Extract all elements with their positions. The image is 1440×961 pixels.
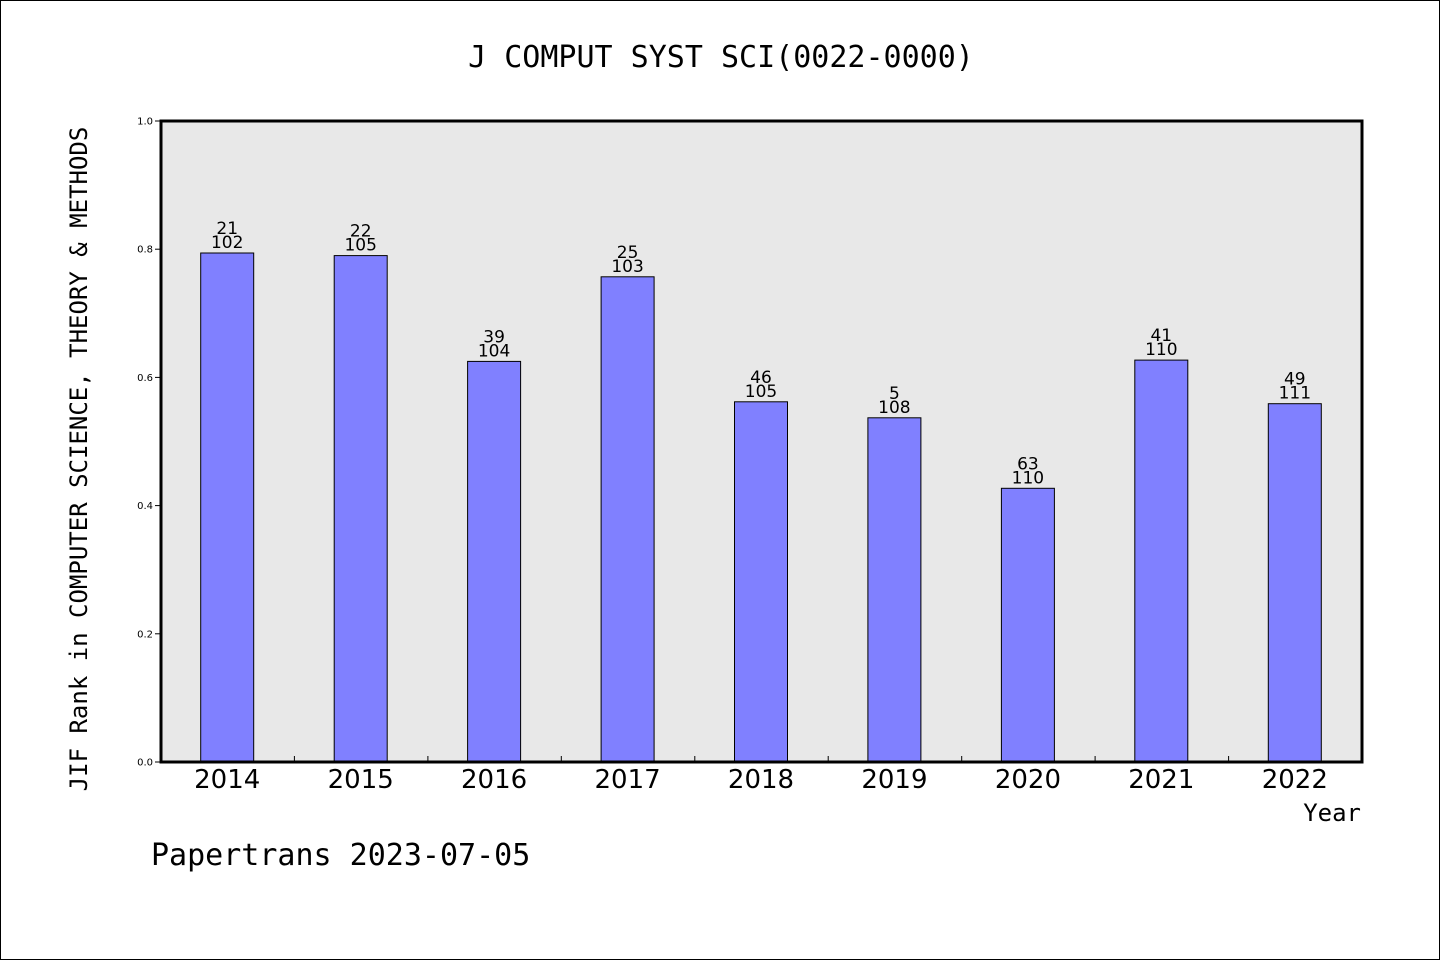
x-tick-label-2019: 2019 <box>861 765 927 795</box>
rank-label-2019: 5 <box>889 384 900 404</box>
bar-2022 <box>1267 403 1322 763</box>
y-tick-label-0.6: 0.6 <box>137 373 153 384</box>
total-label-2016: 104 <box>478 341 510 361</box>
y-tick-label-0.8: 0.8 <box>137 245 153 256</box>
total-label-2022: 111 <box>1279 384 1311 404</box>
y-tick-label-0.0: 0.0 <box>137 758 153 769</box>
x-tick-label-2020: 2020 <box>995 765 1061 795</box>
bar-2021 <box>1134 359 1189 763</box>
bar-2018 <box>734 401 788 763</box>
rank-label-2017: 25 <box>617 243 639 263</box>
total-label-2021: 110 <box>1145 340 1177 360</box>
y-tick-label-0.2: 0.2 <box>137 629 153 640</box>
rank-label-2016: 39 <box>483 327 505 347</box>
plot-border <box>159 119 1364 764</box>
x-axis: 2014 2015 2016 2017 2018 2019 2020 2021 2022 <box>194 756 1328 795</box>
footer-credit: Papertrans 2023-07-05 <box>151 838 530 873</box>
chart-title: J COMPUT SYST SCI(0022-0000) <box>468 40 974 75</box>
bar-2014 <box>200 252 255 763</box>
total-label-2018: 105 <box>745 382 777 402</box>
bar-2017 <box>600 276 655 763</box>
rank-label-2021: 41 <box>1150 326 1172 346</box>
rank-label-2015: 22 <box>350 222 372 242</box>
total-label-2014: 102 <box>211 233 243 253</box>
y-tick-label-1.0: 1.0 <box>137 117 153 128</box>
bars-layer <box>200 252 1322 763</box>
bar-2016 <box>467 360 522 763</box>
x-tick-label-2018: 2018 <box>728 765 794 795</box>
rank-label-2018: 46 <box>750 368 772 388</box>
x-tick-label-2014: 2014 <box>194 765 260 795</box>
bar-2019 <box>867 417 922 763</box>
x-tick-label-2017: 2017 <box>595 765 661 795</box>
bar-2015 <box>333 255 388 763</box>
rank-label-2022: 49 <box>1284 370 1306 390</box>
total-label-2019: 108 <box>878 398 910 418</box>
x-tick-label-2022: 2022 <box>1262 765 1328 795</box>
y-tick-label-0.4: 0.4 <box>137 501 153 512</box>
total-label-2015: 105 <box>344 236 376 256</box>
rank-label-2020: 63 <box>1017 454 1039 474</box>
bar-2020 <box>1000 487 1055 763</box>
x-tick-label-2016: 2016 <box>461 765 527 795</box>
y-axis-label: JIF Rank in COMPUTER SCIENCE, THEORY & M… <box>65 127 93 792</box>
rank-label-2014: 21 <box>216 219 238 239</box>
total-label-2017: 103 <box>611 257 643 277</box>
y-axis: 0.0 0.2 0.4 0.6 0.8 1.0 <box>137 117 161 769</box>
total-label-2020: 110 <box>1012 468 1044 488</box>
x-axis-label: Year <box>1303 799 1361 827</box>
x-tick-label-2015: 2015 <box>328 765 394 795</box>
x-tick-label-2021: 2021 <box>1128 765 1194 795</box>
